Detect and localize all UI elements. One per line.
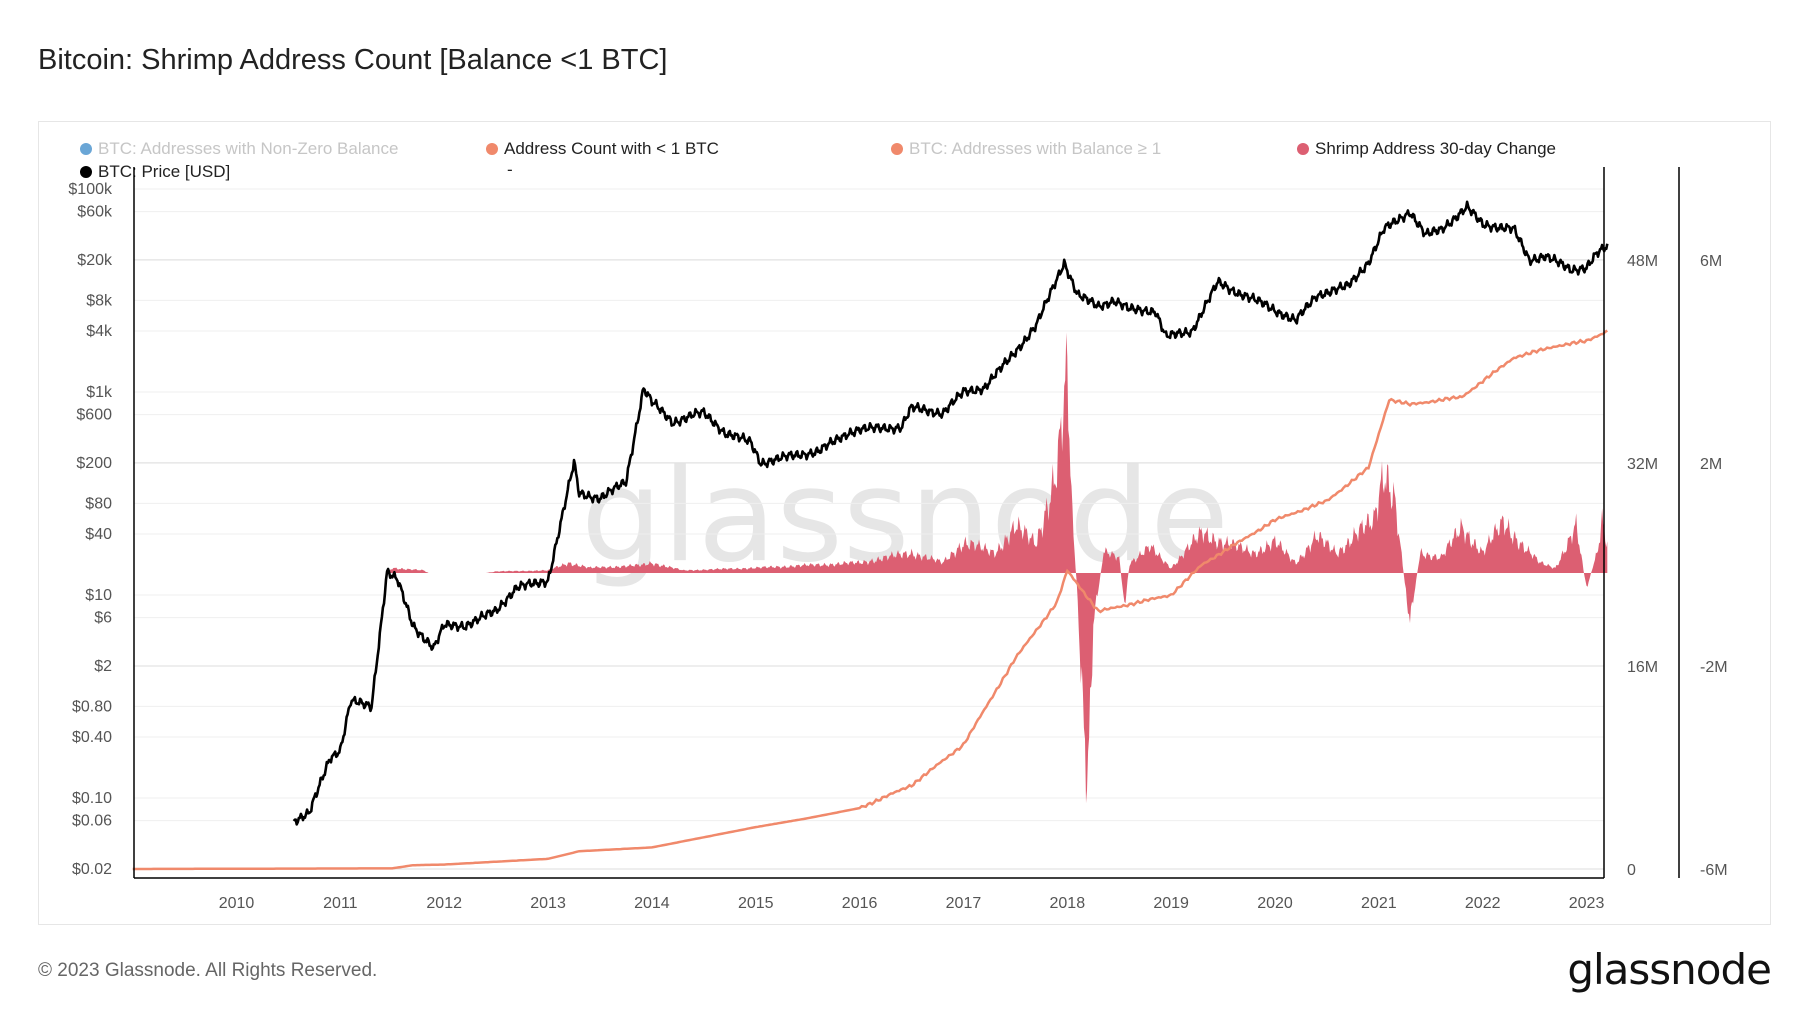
legend-label: - [507, 160, 513, 179]
y-right2-tick-label: 6M [1700, 253, 1722, 270]
legend-dot-icon [486, 143, 498, 155]
legend-item-address-count-lt1[interactable]: Address Count with < 1 BTC [486, 139, 719, 159]
y-left-tick-label: $80 [85, 495, 112, 512]
series-shrimp-30day-change-area [387, 332, 1608, 804]
y-left-tick-label: $100k [68, 181, 113, 198]
x-tick-label: 2022 [1465, 895, 1501, 912]
y-left-tick-label: $0.10 [72, 790, 112, 807]
y-left-tick-label: $0.06 [72, 813, 112, 830]
y-left-tick-label: $10 [85, 587, 112, 604]
y-left-tick-label: $6 [94, 610, 112, 627]
legend-dot-icon [1297, 143, 1309, 155]
y-right-tick-label: 48M [1627, 253, 1658, 270]
legend-dot-icon [80, 166, 92, 178]
chart-panel [38, 121, 1771, 925]
y-right2-tick-label: -2M [1700, 659, 1728, 676]
glassnode-logo: glassnode [1567, 945, 1772, 994]
series-btc-price-line [292, 200, 1609, 826]
legend-dot-icon [80, 143, 92, 155]
legend-item-shrimp-change[interactable]: Shrimp Address 30-day Change [1297, 139, 1556, 159]
x-tick-label: 2013 [530, 895, 566, 912]
x-tick-label: 2017 [946, 895, 982, 912]
y-left-tick-label: $2 [94, 658, 112, 675]
legend-label: BTC: Addresses with Balance ≥ 1 [909, 139, 1162, 158]
y-left-tick-label: $200 [76, 455, 112, 472]
x-tick-label: 2016 [842, 895, 878, 912]
y-left-tick-label: $1k [86, 384, 113, 401]
legend-dot-icon [891, 143, 903, 155]
y-left-tick-label: $0.40 [72, 729, 112, 746]
x-tick-label: 2010 [219, 895, 255, 912]
x-tick-label: 2023 [1569, 895, 1605, 912]
x-tick-label: 2018 [1050, 895, 1086, 912]
y-left-tick-label: $600 [76, 407, 112, 424]
x-tick-label: 2011 [323, 895, 358, 912]
y-right-tick-label: 0 [1627, 862, 1636, 879]
y-right-tick-label: 16M [1627, 659, 1658, 676]
y-left-tick-label: $60k [77, 204, 113, 221]
legend-item-non-zero-balance[interactable]: BTC: Addresses with Non-Zero Balance [80, 139, 398, 159]
y-right2-tick-label: -6M [1700, 862, 1728, 879]
y-left-tick-label: $8k [86, 292, 113, 309]
x-tick-label: 2012 [426, 895, 462, 912]
y-right2-tick-label: 2M [1700, 456, 1722, 473]
legend-item-balance-gte1[interactable]: BTC: Addresses with Balance ≥ 1 [891, 139, 1161, 159]
legend-label: Shrimp Address 30-day Change [1315, 139, 1556, 158]
legend-label: BTC: Addresses with Non-Zero Balance [98, 139, 399, 158]
x-tick-label: 2020 [1257, 895, 1293, 912]
y-left-tick-label: $0.80 [72, 698, 112, 715]
legend-label: BTC: Price [USD] [98, 162, 231, 181]
legend-label: Address Count with < 1 BTC [504, 139, 719, 158]
x-tick-label: 2014 [634, 895, 670, 912]
y-left-tick-label: $4k [86, 323, 113, 340]
series-address-count-lt1-line [132, 329, 1608, 871]
legend-item-price[interactable]: BTC: Price [USD] [80, 162, 230, 182]
chart-title: Bitcoin: Shrimp Address Count [Balance <… [38, 44, 668, 76]
y-left-tick-label: $40 [85, 526, 112, 543]
x-tick-label: 2019 [1153, 895, 1189, 912]
y-right-tick-label: 32M [1627, 456, 1658, 473]
x-tick-label: 2021 [1361, 895, 1397, 912]
x-tick-label: 2015 [738, 895, 774, 912]
y-left-tick-label: $0.02 [72, 861, 112, 878]
copyright: © 2023 Glassnode. All Rights Reserved. [38, 960, 378, 981]
y-left-tick-label: $20k [77, 252, 113, 269]
legend-item-dash: - [507, 160, 513, 180]
